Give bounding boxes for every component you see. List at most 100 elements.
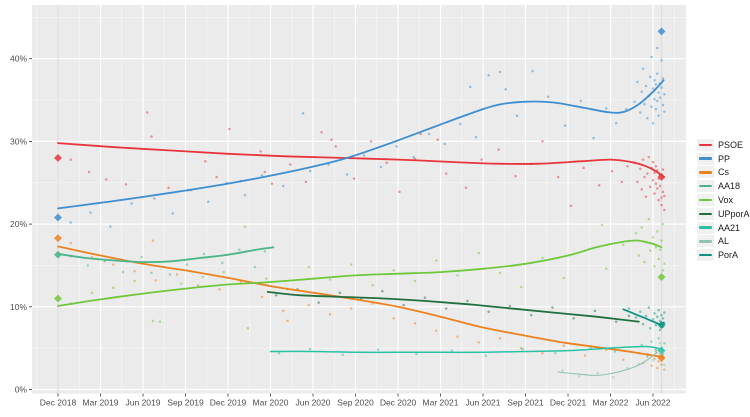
- legend-item-aa18: AA18: [697, 179, 750, 193]
- legend-label: AL: [718, 236, 730, 247]
- legend-item-pora: PorA: [697, 248, 750, 262]
- poll-point-Vox: [643, 260, 646, 264]
- poll-point-AA18: [140, 255, 143, 259]
- poll-point-PorA: [651, 317, 655, 321]
- poll-point-PSOE: [651, 160, 655, 164]
- poll-point-Vox: [663, 262, 666, 266]
- poll-point-PP: [308, 169, 312, 173]
- poll-point-Vox: [477, 251, 481, 255]
- poll-point-PSOE: [661, 168, 665, 171]
- poll-point-UPporA: [551, 306, 554, 309]
- poll-point-PSOE: [150, 135, 153, 138]
- legend-item-vox: Vox: [697, 193, 750, 207]
- poll-point-Vox: [243, 225, 247, 228]
- poll-point-PorA: [627, 307, 631, 310]
- x-tick-label: Sep 2020: [337, 398, 374, 408]
- poll-point-Cs: [328, 312, 332, 316]
- poll-point-Vox: [654, 246, 658, 249]
- poll-point-Vox: [392, 269, 396, 272]
- legend-item-psoe: PSOE: [697, 138, 750, 152]
- poll-point-PP: [515, 114, 519, 118]
- poll-point-PP: [646, 116, 649, 120]
- poll-point-AA18: [185, 263, 189, 266]
- poll-point-UPporA: [487, 310, 490, 314]
- legend-swatch-aa18: [699, 185, 712, 188]
- poll-point-AL: [658, 341, 662, 345]
- legend-item-uppora: UPporA: [697, 207, 750, 221]
- poll-point-AA18: [263, 250, 267, 253]
- poll-point-PP: [531, 69, 534, 73]
- poll-point-PP: [650, 105, 653, 108]
- poll-point-Cs: [260, 295, 264, 299]
- legend-item-aa21: AA21: [697, 221, 750, 235]
- y-tick-label: 0%: [15, 385, 28, 395]
- legend-label: Vox: [718, 195, 734, 206]
- poll-point-AL: [663, 363, 666, 366]
- poll-point-PSOE: [204, 159, 207, 163]
- poll-point-PorA: [647, 306, 651, 309]
- x-tick-label: Mar 2022: [593, 398, 629, 408]
- poll-point-PorA: [657, 308, 660, 312]
- poll-point-AA21: [554, 351, 557, 355]
- legend-swatch-al: [699, 240, 712, 243]
- poll-point-PP: [657, 91, 660, 94]
- x-tick-label: Dec 2019: [210, 398, 247, 408]
- poll-point-Vox: [637, 254, 641, 257]
- poll-point-Cs: [477, 341, 481, 344]
- poll-point-PSOE: [69, 158, 73, 161]
- poll-point-PP: [653, 97, 656, 101]
- poll-point-PP: [487, 73, 490, 77]
- x-tick-label: Mar 2021: [423, 398, 459, 408]
- poll-point-AA18: [253, 265, 257, 269]
- poll-point-PSOE: [419, 132, 422, 136]
- poll-point-AA21: [521, 347, 524, 351]
- trend-line-AA18: [57, 246, 275, 264]
- poll-point-Cs: [498, 336, 502, 340]
- poll-point-Cs: [541, 351, 544, 355]
- poll-point-Vox: [265, 277, 268, 280]
- poll-point-UPporA: [423, 296, 427, 299]
- poll-point-PP: [206, 200, 210, 204]
- poll-point-PSOE: [541, 140, 544, 143]
- poll-point-PP: [656, 72, 659, 75]
- legend-label: PSOE: [718, 139, 744, 150]
- poll-point-PP: [650, 55, 653, 59]
- poll-point-Cs: [650, 364, 653, 367]
- poll-point-AL: [626, 366, 629, 370]
- poll-point-Cs: [133, 269, 136, 273]
- poll-point-AA21: [640, 343, 643, 347]
- poll-point-Cs: [282, 309, 285, 313]
- poll-point-PSOE: [644, 195, 648, 199]
- poll-point-AA21: [376, 348, 380, 352]
- poll-point-Vox: [413, 279, 417, 283]
- poll-point-AA21: [277, 351, 281, 355]
- poll-point-AA21: [308, 347, 312, 351]
- poll-point-PP: [592, 136, 595, 140]
- poll-point-Vox: [180, 282, 183, 285]
- poll-point-UPporA: [402, 303, 405, 307]
- poll-point-PP: [651, 121, 655, 125]
- poll-point-PSOE: [582, 166, 585, 170]
- poll-point-PorA: [634, 316, 638, 319]
- poll-point-AA18: [238, 248, 241, 251]
- election-result-diamond-Vox: [54, 294, 62, 303]
- poll-point-PorA: [648, 327, 652, 330]
- poll-point-UPporA: [317, 301, 320, 304]
- trend-line-UPporA: [266, 291, 640, 323]
- legend-line-icon: [697, 249, 714, 262]
- poll-point-Vox: [201, 275, 204, 279]
- poll-point-Cs: [112, 263, 115, 266]
- poll-point-PP: [69, 221, 73, 224]
- poll-point-Cs: [286, 319, 289, 323]
- chart-legend: PSOE PP Cs AA18 Vox UPporA AA21 AL PorA: [697, 138, 750, 262]
- x-tick-label: Jun 2019: [126, 398, 161, 408]
- poll-point-Vox: [658, 248, 662, 251]
- poll-point-PSOE: [653, 171, 656, 175]
- trend-line-Cs: [57, 245, 665, 359]
- legend-item-cs: Cs: [697, 166, 750, 180]
- poll-point-PSOE: [646, 172, 649, 175]
- poll-point-Vox: [435, 259, 438, 262]
- trend-line-AA21: [269, 345, 664, 354]
- poll-point-PP: [171, 212, 175, 215]
